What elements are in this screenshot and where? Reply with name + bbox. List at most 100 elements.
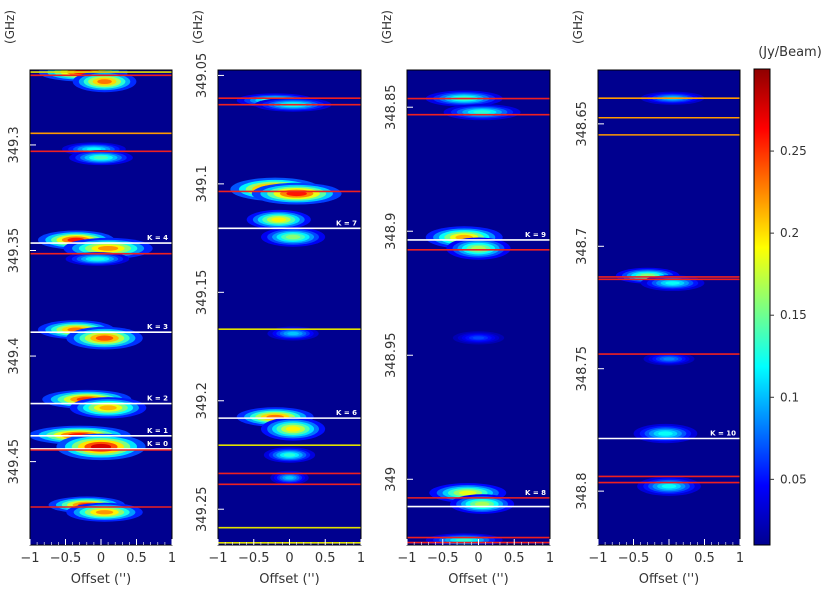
k-label: K = 7 [336, 219, 357, 227]
y-tick-label: 349 [384, 467, 399, 492]
y-axis-label: (GHz) [191, 10, 205, 44]
y-axis-label: (GHz) [380, 10, 394, 44]
y-tick-label: 348.65 [575, 101, 590, 147]
emission-contour [472, 336, 485, 340]
x-axis-label: Offset ('') [448, 572, 508, 587]
y-axis-label: (GHz) [571, 10, 585, 44]
emission-blob [643, 352, 695, 366]
emission-blob [66, 502, 143, 522]
emission-contour [459, 490, 477, 496]
colorbar-tick-label: 0.25 [780, 144, 807, 158]
emission-blob [446, 237, 511, 260]
panels-layer: K = 5 K = 4 K = 3 K = 2 K = 1 K = 0 −1 −0.5 0 0.5… [3, 10, 744, 587]
emission-contour [86, 147, 102, 151]
plot-background [218, 70, 361, 545]
x-tick-label: −0.5 [238, 551, 270, 566]
x-tick-label: 0.5 [126, 551, 147, 566]
x-tick-label: 0.5 [694, 551, 715, 566]
emission-blob [637, 476, 701, 496]
x-tick-label: −1 [20, 551, 39, 566]
panel-3: K = 9 K = 8 −1 −0.5 0 0.5 1 Offset ('') 348.85 34… [380, 10, 554, 587]
x-tick-label: 0.5 [315, 551, 336, 566]
k-label: K = 5 [147, 63, 168, 71]
k-label: K = 6 [336, 409, 357, 417]
colorbar-gradient [753, 68, 771, 546]
emission-blob [261, 227, 326, 247]
x-tick-label: 1 [736, 551, 744, 566]
plot-background [30, 70, 172, 545]
y-tick-label: 349.05 [195, 53, 210, 99]
x-tick-label: 0.5 [504, 551, 525, 566]
emission-blob [251, 182, 342, 205]
plot-background [407, 70, 550, 545]
x-axis-label: Offset ('') [259, 572, 319, 587]
emission-contour [663, 357, 675, 361]
y-tick-label: 348.7 [575, 228, 590, 265]
y-tick-label: 348.8 [575, 473, 590, 510]
panel-1: K = 5 K = 4 K = 3 K = 2 K = 1 K = 0 −1 −0.5 0 0.5… [3, 10, 176, 587]
x-tick-label: −1 [397, 551, 416, 566]
emission-contour [283, 453, 296, 457]
x-tick-label: −1 [208, 551, 227, 566]
k-label: K = 4 [147, 234, 168, 242]
emission-blob [72, 71, 137, 93]
x-tick-label: 0 [474, 551, 482, 566]
x-tick-label: 1 [546, 551, 554, 566]
emission-contour [286, 191, 307, 197]
emission-contour [285, 234, 301, 240]
emission-blob [267, 326, 319, 341]
emission-blob [66, 326, 143, 350]
plot-area: K = 5 K = 4 K = 3 K = 2 K = 1 K = 0 [30, 63, 172, 522]
x-tick-label: −0.5 [50, 551, 82, 566]
colorbar-tick-label: 0.05 [780, 472, 807, 486]
emission-blob [69, 397, 147, 419]
emission-blob [69, 150, 133, 166]
emission-contour [285, 476, 294, 480]
k-label: K = 3 [147, 323, 168, 331]
plot-background [598, 70, 740, 545]
k-label: K = 9 [525, 231, 546, 239]
y-axis-label: (GHz) [3, 10, 17, 44]
x-axis-label: Offset ('') [71, 572, 131, 587]
emission-contour [658, 431, 673, 436]
plot-area: K = 9 K = 8 [407, 90, 550, 545]
panel-2: K = 7 K = 6 −1 −0.5 0 0.5 1 Offset ('') 349.05 34… [191, 10, 365, 587]
y-tick-label: 349.25 [195, 486, 210, 532]
emission-contour [271, 217, 287, 222]
y-tick-label: 349.1 [195, 165, 210, 202]
y-tick-label: 348.9 [384, 213, 399, 250]
colorbar-label: (Jy/Beam) [758, 45, 822, 60]
x-tick-label: 0 [665, 551, 673, 566]
x-tick-label: 1 [357, 551, 365, 566]
emission-contour [97, 245, 119, 251]
k-label: K = 10 [710, 429, 736, 437]
y-tick-label: 349.2 [195, 382, 210, 419]
emission-contour [661, 484, 677, 489]
emission-blob [65, 252, 130, 266]
colorbar-tick-label: 0.15 [780, 308, 807, 322]
emission-blob [263, 447, 316, 463]
emission-blob [246, 209, 311, 230]
colorbar: 0.05 0.1 0.15 0.2 0.25 (Jy/Beam) [753, 45, 822, 546]
emission-blob [261, 417, 326, 441]
plot-area: K = 10 [598, 91, 740, 496]
y-tick-label: 348.85 [384, 84, 399, 130]
plot-area: K = 7 K = 6 [218, 93, 361, 544]
emission-blob [443, 104, 521, 121]
x-tick-label: −1 [588, 551, 607, 566]
x-tick-label: −0.5 [618, 551, 650, 566]
y-tick-label: 348.75 [575, 346, 590, 392]
x-tick-label: 1 [168, 551, 176, 566]
emission-blob [633, 423, 698, 444]
x-tick-label: 0 [97, 551, 105, 566]
y-tick-label: 349.35 [7, 228, 22, 274]
emission-contour [93, 155, 109, 160]
emission-contour [455, 538, 473, 542]
colorbar-tick-label: 0.1 [780, 390, 799, 404]
emission-blob [270, 470, 309, 485]
emission-contour [287, 331, 299, 336]
y-tick-label: 349.4 [7, 337, 22, 374]
k-label: K = 2 [147, 395, 168, 403]
x-axis-label: Offset ('') [639, 572, 699, 587]
